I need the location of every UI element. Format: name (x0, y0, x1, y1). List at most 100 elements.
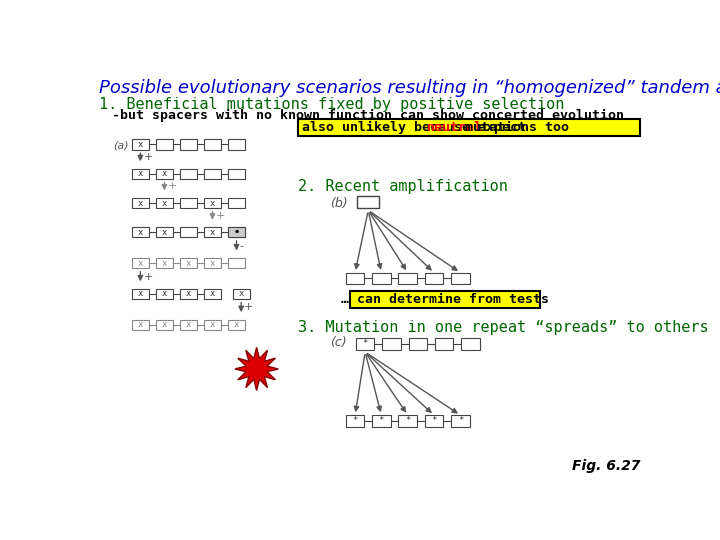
Bar (156, 198, 173, 208)
Text: x: x (238, 289, 244, 299)
Text: 1. Beneficial mutations fixed by positive selection: 1. Beneficial mutations fixed by positiv… (99, 97, 564, 112)
Bar (132, 289, 149, 299)
Bar (350, 291, 539, 308)
Text: x: x (162, 320, 167, 329)
Text: x: x (162, 289, 167, 299)
Text: •: • (234, 228, 239, 237)
Polygon shape (235, 347, 279, 390)
Text: x: x (210, 259, 215, 268)
Bar (228, 227, 245, 237)
Bar (228, 227, 245, 237)
Text: (b): (b) (330, 197, 348, 210)
Text: x: x (162, 228, 167, 237)
Bar (372, 415, 391, 427)
Text: *: * (431, 416, 437, 426)
Bar (204, 258, 221, 268)
Text: -: - (240, 241, 243, 251)
Text: also unlikely because expect: also unlikely because expect (302, 120, 534, 134)
Bar (357, 195, 379, 208)
Bar (132, 168, 149, 179)
Bar (156, 289, 173, 299)
Bar (204, 320, 221, 330)
Bar (228, 168, 245, 179)
Bar (180, 258, 197, 268)
Bar (372, 273, 391, 284)
Bar (156, 227, 173, 237)
Text: x: x (210, 228, 215, 237)
Text: x: x (210, 320, 215, 329)
Bar (132, 320, 149, 330)
Text: x: x (210, 289, 215, 299)
Bar (228, 320, 245, 330)
Bar (451, 273, 469, 284)
Text: x: x (138, 259, 143, 268)
Text: neutral: neutral (427, 120, 483, 134)
Bar (398, 415, 417, 427)
Text: +: + (143, 272, 153, 281)
Bar (132, 227, 149, 237)
Text: +: + (244, 302, 253, 312)
Bar (156, 320, 173, 330)
Bar (204, 139, 221, 150)
Text: x: x (162, 259, 167, 268)
Bar (204, 198, 221, 208)
Bar (180, 198, 197, 208)
Bar (180, 289, 197, 299)
Text: x: x (162, 169, 167, 178)
Bar (132, 258, 149, 268)
Bar (462, 338, 480, 350)
Bar (180, 168, 197, 179)
Text: *: * (362, 340, 368, 348)
Bar (204, 168, 221, 179)
Bar (228, 139, 245, 150)
Text: … can determine from tests: … can determine from tests (341, 293, 549, 306)
Bar (346, 273, 364, 284)
Text: x: x (186, 320, 191, 329)
Text: 3. Mutation in one repeat “spreads” to others: 3. Mutation in one repeat “spreads” to o… (297, 320, 708, 335)
Text: x: x (234, 320, 239, 329)
Bar (228, 258, 245, 268)
Text: +: + (215, 211, 225, 221)
Text: *: * (379, 416, 384, 426)
Text: +: + (143, 152, 153, 162)
Bar (425, 273, 444, 284)
Text: •: • (233, 227, 240, 237)
Text: *: * (405, 416, 410, 426)
Text: mutations too: mutations too (457, 120, 570, 134)
Text: Fig. 6.27: Fig. 6.27 (572, 459, 640, 473)
Bar (425, 415, 444, 427)
Bar (180, 227, 197, 237)
Bar (435, 338, 454, 350)
Bar (156, 139, 173, 150)
Bar (451, 415, 469, 427)
Bar (132, 198, 149, 208)
Bar (156, 258, 173, 268)
Text: x: x (210, 199, 215, 207)
Bar (408, 338, 427, 350)
Text: *: * (352, 416, 358, 426)
Bar (382, 338, 401, 350)
Text: x: x (138, 199, 143, 207)
Text: x: x (138, 140, 143, 149)
Bar (356, 338, 374, 350)
Bar (204, 227, 221, 237)
Bar (398, 273, 417, 284)
Bar (180, 139, 197, 150)
Text: -but spacers with no known function can show concerted evolution: -but spacers with no known function can … (112, 109, 624, 122)
Text: x: x (186, 259, 191, 268)
Text: x: x (138, 289, 143, 299)
Bar (132, 139, 149, 150)
Bar (204, 289, 221, 299)
Text: x: x (138, 228, 143, 237)
Bar (297, 119, 640, 136)
Text: +: + (168, 181, 177, 192)
Text: x: x (162, 199, 167, 207)
Text: x: x (138, 320, 143, 329)
Text: (c): (c) (330, 336, 347, 349)
Text: *: * (458, 416, 463, 426)
Text: Possible evolutionary scenarios resulting in “homogenized” tandem array: Possible evolutionary scenarios resultin… (99, 79, 720, 97)
Text: (a): (a) (113, 140, 129, 150)
Bar (346, 415, 364, 427)
Bar (180, 320, 197, 330)
Text: x: x (186, 289, 191, 299)
